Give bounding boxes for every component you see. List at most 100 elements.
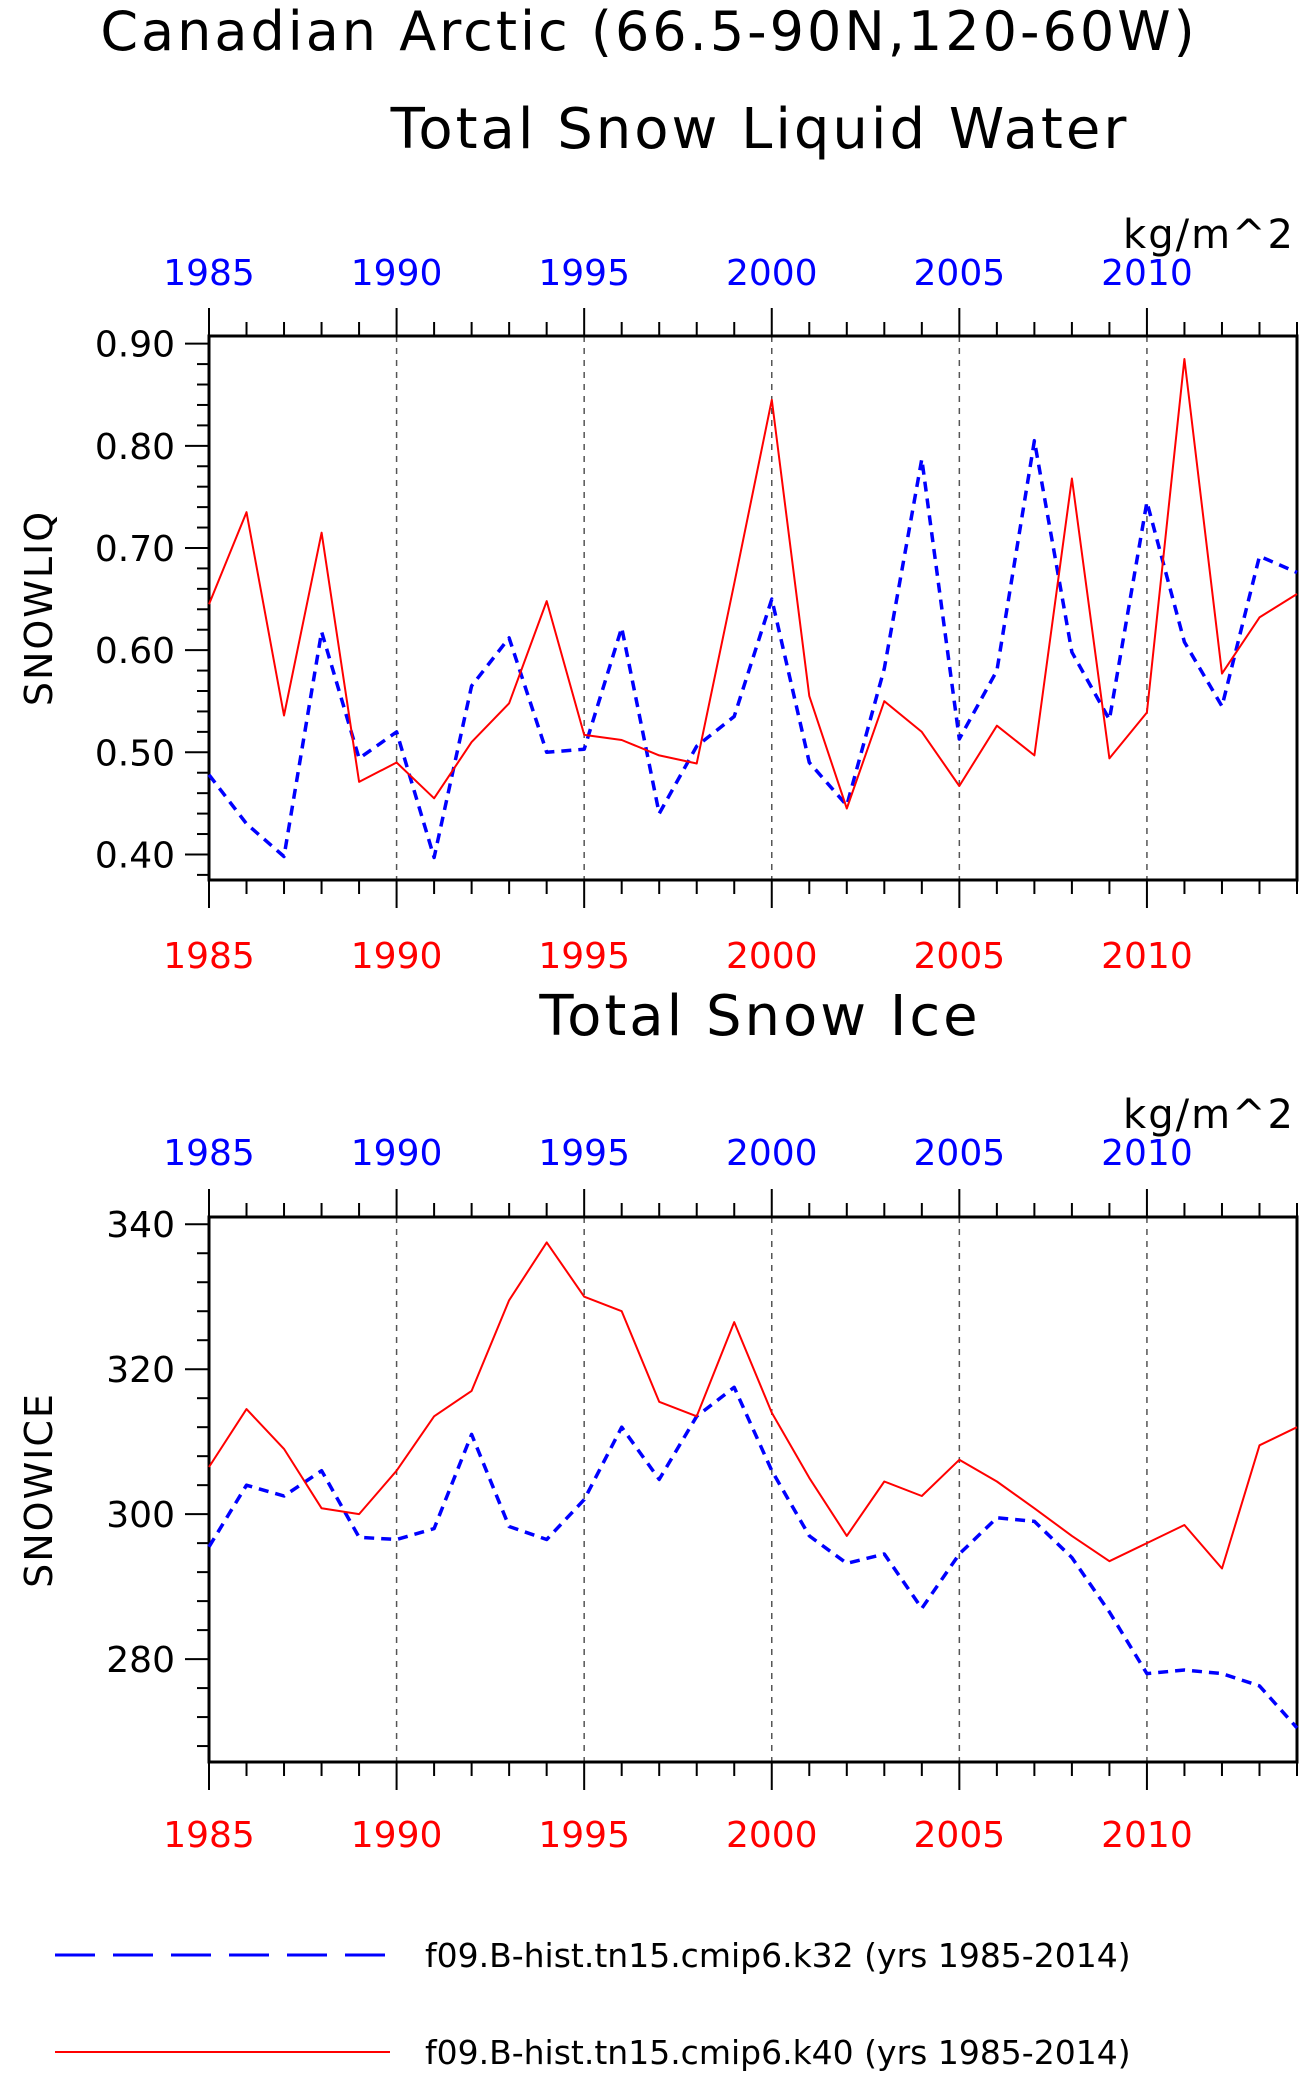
y-tick-label: 320: [106, 1350, 175, 1391]
point-k32-1991: [432, 856, 436, 860]
y-tick-label: 340: [106, 1205, 175, 1246]
y-tick-label: 300: [106, 1495, 175, 1536]
point-k40-1997: [657, 1400, 661, 1404]
y-tick-label: 0.60: [95, 631, 175, 672]
point-k32-2011: [1182, 640, 1186, 644]
point-k40-2002: [845, 1534, 849, 1538]
point-k40-1986: [245, 1407, 249, 1411]
point-k40-2004: [920, 1494, 924, 1498]
y-axis-label: SNOWLIQ: [17, 510, 61, 706]
point-k32-1993: [507, 1524, 511, 1528]
point-k32-2007: [1032, 439, 1036, 443]
point-k32-2004: [920, 457, 924, 461]
x-tick-label-bottom: 2000: [726, 936, 818, 977]
point-k40-1996: [620, 1309, 624, 1313]
point-k40-2003: [882, 699, 886, 703]
point-k40-2005: [957, 1458, 961, 1462]
point-k40-1987: [282, 1447, 286, 1451]
point-k40-2010: [1145, 710, 1149, 714]
point-k32-1995: [582, 1498, 586, 1502]
point-k32-1999: [732, 1385, 736, 1389]
point-k32-1987: [282, 1494, 286, 1498]
y-tick-label: 0.90: [95, 325, 175, 366]
plot-frame: [207, 1215, 1299, 1764]
point-k40-1991: [432, 796, 436, 800]
x-tick-label-top: 1985: [163, 253, 255, 294]
y-tick-label: 0.70: [95, 529, 175, 570]
panel-title: Total Snow Liquid Water: [390, 97, 1130, 162]
legend-label-1: f09.B-hist.tn15.cmip6.k32 (yrs 1985-2014…: [425, 1936, 1131, 1975]
point-k40-1995: [582, 733, 586, 737]
point-k32-2012: [1220, 704, 1224, 708]
point-k40-2011: [1182, 357, 1186, 361]
point-k32-1997: [657, 1477, 661, 1481]
point-k40-1992: [470, 1389, 474, 1393]
point-k32-1985: [207, 1545, 211, 1549]
y-axis-label: SNOWICE: [17, 1392, 61, 1588]
point-k32-2011: [1182, 1668, 1186, 1672]
point-k32-1987: [282, 855, 286, 859]
y-tick-label: 0.40: [95, 835, 175, 876]
point-k40-2000: [770, 398, 774, 402]
point-k32-2009: [1107, 718, 1111, 722]
point-k40-2002: [845, 806, 849, 810]
x-tick-label-top: 1995: [538, 253, 630, 294]
point-k40-1990: [395, 761, 399, 765]
point-k32-2008: [1070, 650, 1074, 654]
x-tick-label-top: 2000: [726, 253, 818, 294]
point-k32-2003: [882, 1552, 886, 1556]
point-k32-1996: [620, 626, 624, 630]
point-k40-2014: [1295, 592, 1299, 596]
point-k32-1999: [732, 715, 736, 719]
x-tick-label-bottom: 2010: [1101, 936, 1193, 977]
point-k40-2006: [995, 1480, 999, 1484]
point-k32-1997: [657, 812, 661, 816]
point-k40-1991: [432, 1414, 436, 1418]
x-tick-label-bottom: 2000: [726, 1815, 818, 1856]
point-k32-1993: [507, 636, 511, 640]
point-k40-1989: [357, 780, 361, 784]
point-k32-1989: [357, 1535, 361, 1539]
x-tick-label-bottom: 1995: [538, 936, 630, 977]
point-k40-1990: [395, 1469, 399, 1473]
units-label: kg/m^2: [1123, 1092, 1295, 1138]
point-k40-2010: [1145, 1541, 1149, 1545]
point-k32-1990: [395, 1538, 399, 1542]
point-k32-2014: [1295, 570, 1299, 574]
point-k40-1986: [245, 510, 249, 514]
point-k32-2012: [1220, 1672, 1224, 1676]
point-k32-1998: [695, 744, 699, 748]
chart-panel-1: Total Snow Liquid Water kg/m^2 SNOWLIQ 1985…: [17, 97, 1299, 977]
point-k40-2013: [1257, 1443, 1261, 1447]
point-k32-1985: [207, 773, 211, 777]
point-k32-2009: [1107, 1610, 1111, 1614]
point-k40-1994: [545, 1240, 549, 1244]
point-k40-1985: [207, 602, 211, 606]
point-k40-2001: [807, 1476, 811, 1480]
point-k32-2002: [845, 1561, 849, 1565]
point-k32-2005: [957, 737, 961, 741]
chart-panel-2: Total Snow Ice kg/m^2 SNOWICE 1985 1985 1990 1…: [17, 984, 1299, 1856]
figure-title: Canadian Arctic (66.5-90N,120-60W): [100, 0, 1197, 63]
legend: f09.B-hist.tn15.cmip6.k32 (yrs 1985-2014…: [55, 1936, 1131, 2072]
point-k40-1989: [357, 1512, 361, 1516]
point-k32-1986: [245, 822, 249, 826]
charts: Total Snow Liquid Water kg/m^2 SNOWLIQ 1985…: [17, 97, 1299, 1856]
point-k40-2012: [1220, 672, 1224, 676]
point-k40-2008: [1070, 477, 1074, 481]
point-k40-2001: [807, 694, 811, 698]
x-tick-label-top: 1985: [163, 1133, 255, 1174]
x-tick-label-bottom: 2010: [1101, 1815, 1193, 1856]
point-k40-1998: [695, 1414, 699, 1418]
point-k40-1992: [470, 740, 474, 744]
point-k40-1999: [732, 582, 736, 586]
x-tick-label-bottom: 1985: [163, 936, 255, 977]
point-k40-1998: [695, 762, 699, 766]
point-k32-2013: [1257, 1684, 1261, 1688]
point-k40-2007: [1032, 753, 1036, 757]
point-k32-2007: [1032, 1519, 1036, 1523]
point-k32-2004: [920, 1606, 924, 1610]
point-k32-2014: [1295, 1726, 1299, 1730]
x-tick-label-top: 1990: [351, 253, 443, 294]
